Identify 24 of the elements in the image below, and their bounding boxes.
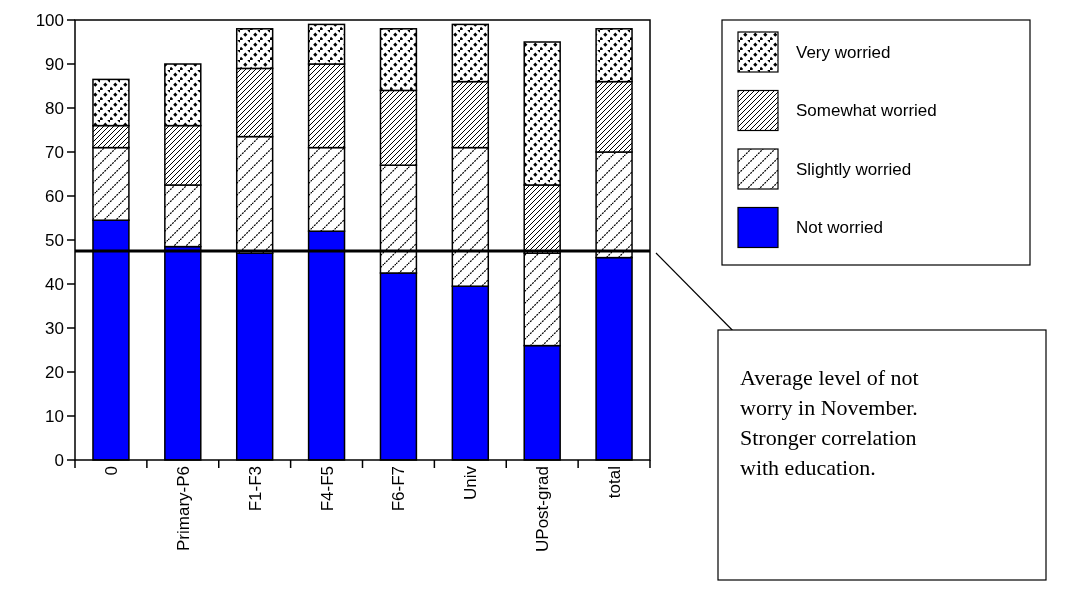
x-tick-label: F4-F5 bbox=[317, 466, 337, 512]
x-tick-label: 0 bbox=[101, 466, 121, 476]
y-tick-label: 50 bbox=[45, 230, 64, 250]
x-tick-label: F6-F7 bbox=[389, 466, 409, 512]
y-tick-label: 90 bbox=[45, 54, 64, 74]
ref-line-label: Average level of not worry in November. Stronger correlation with education. bbox=[740, 365, 919, 480]
x-tick-label: Univ bbox=[461, 465, 481, 501]
legend-label: Slightly worried bbox=[796, 159, 912, 179]
legend-label: Not worried bbox=[796, 218, 883, 238]
y-tick-label: 10 bbox=[45, 406, 64, 426]
x-tick-label: UPost-grad bbox=[533, 466, 553, 552]
y-tick-label: 0 bbox=[54, 450, 64, 470]
y-tick-label: 70 bbox=[45, 142, 64, 162]
x-tick-label: F1-F3 bbox=[245, 466, 265, 512]
y-tick-label: 100 bbox=[35, 10, 64, 30]
y-tick-label: 60 bbox=[45, 186, 64, 206]
y-tick-label: 80 bbox=[45, 98, 64, 118]
y-tick-label: 30 bbox=[45, 318, 64, 338]
legend-label: Somewhat worried bbox=[796, 101, 937, 121]
y-tick-label: 20 bbox=[45, 362, 64, 382]
x-tick-label: Primary-P6 bbox=[173, 466, 193, 552]
x-tick-label: total bbox=[605, 466, 625, 499]
legend-label: Very worried bbox=[796, 42, 891, 62]
y-tick-label: 40 bbox=[45, 274, 64, 294]
